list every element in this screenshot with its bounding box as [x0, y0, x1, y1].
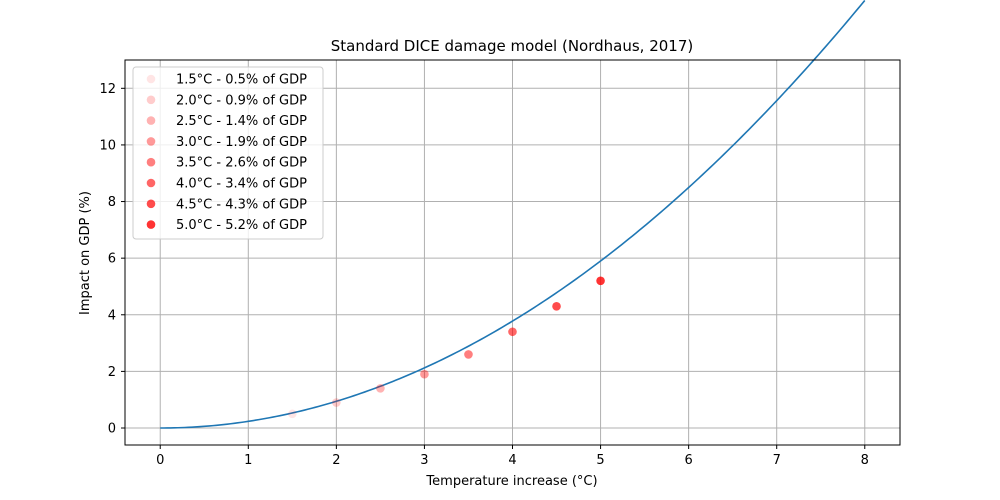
y-tick-label: 10	[99, 138, 116, 153]
data-point	[552, 301, 561, 311]
legend-label: 2.0°C - 0.9% of GDP	[176, 93, 307, 108]
legend-box	[132, 66, 324, 240]
y-tick-label: 12	[99, 82, 116, 97]
data-point	[508, 327, 517, 337]
legend-marker	[146, 137, 156, 146]
data-point	[376, 384, 385, 393]
legend-label: 3.5°C - 2.6% of GDP	[176, 156, 307, 171]
damage-curve	[160, 0, 866, 429]
x-tick-label: 4	[508, 453, 516, 468]
legend-marker	[146, 95, 156, 105]
x-tick-label: 5	[596, 453, 604, 468]
data-point	[596, 276, 605, 286]
legend-label: 2.5°C - 1.4% of GDP	[176, 114, 307, 129]
x-axis-title: Temperature increase (°C)	[425, 474, 597, 489]
data-point	[332, 398, 341, 407]
legend-marker	[146, 199, 156, 209]
legend-label: 5.0°C - 5.2% of GDP	[176, 218, 307, 233]
x-tick-label: 1	[244, 453, 252, 468]
legend-label: 4.0°C - 3.4% of GDP	[176, 177, 307, 192]
chart-title: Standard DICE damage model (Nordhaus, 20…	[331, 37, 693, 55]
y-tick-label: 6	[108, 252, 116, 267]
legend-marker	[146, 157, 156, 167]
data-points-layer	[288, 276, 605, 419]
legend-label: 1.5°C - 0.5% of GDP	[176, 73, 307, 88]
legend-marker	[146, 74, 156, 84]
damage-curve-layer	[160, 0, 866, 429]
x-tick-label: 0	[156, 453, 164, 468]
legend-label: 3.0°C - 1.9% of GDP	[176, 135, 307, 150]
x-tick-label: 3	[420, 453, 428, 468]
x-tick-label: 6	[684, 453, 692, 468]
grid	[125, 60, 900, 445]
x-tick-label: 7	[773, 453, 781, 468]
y-tick-label: 2	[108, 365, 116, 380]
legend-marker	[146, 220, 156, 229]
legend-label: 4.5°C - 4.3% of GDP	[176, 197, 307, 212]
y-tick-label: 4	[108, 308, 116, 323]
legend: 1.5°C - 0.5% of GDP 2.0°C - 0.9% of GDP 2.…	[132, 66, 324, 240]
data-point	[420, 369, 429, 379]
data-point	[464, 350, 473, 359]
y-axis-title: Impact on GDP (%)	[78, 191, 93, 315]
legend-marker	[146, 116, 156, 125]
data-point	[288, 409, 297, 419]
x-tick-label: 2	[332, 453, 340, 468]
y-tick-label: 0	[108, 422, 116, 437]
y-tick-label: 8	[108, 195, 116, 210]
x-tick-label: 8	[861, 453, 869, 468]
legend-marker	[146, 178, 156, 188]
